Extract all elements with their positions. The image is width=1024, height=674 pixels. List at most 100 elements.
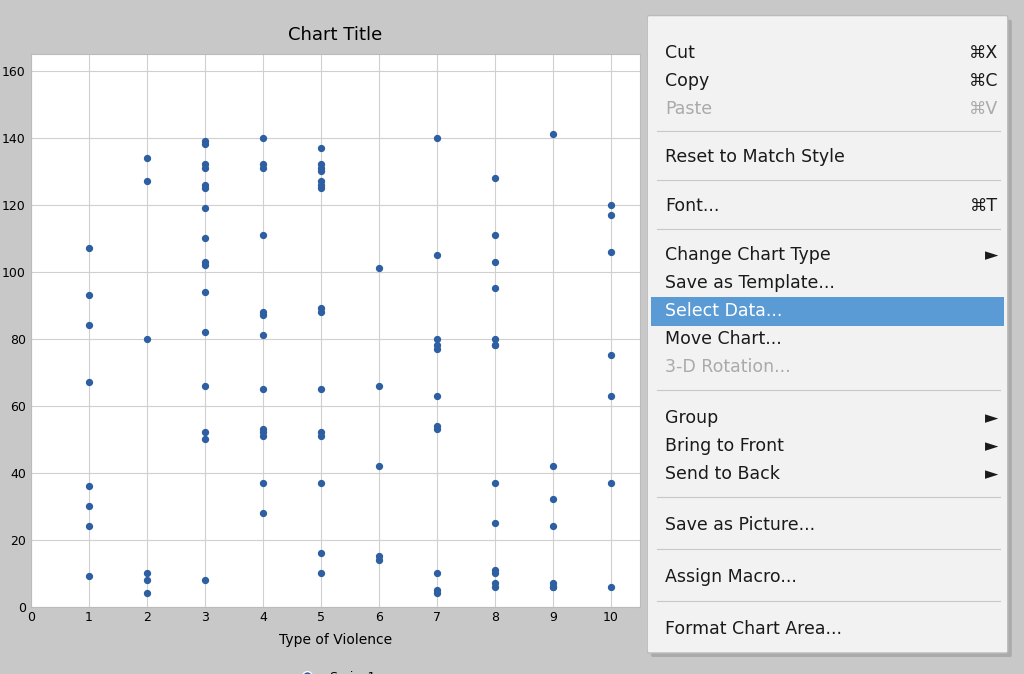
Text: Copy: Copy (665, 72, 710, 90)
Point (81, 521, 97, 532)
Point (603, 210, 620, 220)
Point (486, 477, 503, 488)
Point (255, 229, 271, 240)
Point (138, 568, 155, 578)
Text: Paste: Paste (665, 100, 712, 118)
Point (81, 290, 97, 301)
Point (81, 481, 97, 491)
Point (138, 333, 155, 344)
Text: Group: Group (665, 409, 718, 427)
Text: Bring to Front: Bring to Front (665, 437, 784, 456)
Point (312, 303, 329, 314)
Point (312, 427, 329, 438)
Point (81, 501, 97, 512)
Point (197, 259, 213, 270)
FancyBboxPatch shape (651, 20, 1012, 657)
Point (312, 384, 329, 394)
Point (429, 584, 445, 595)
Point (197, 574, 213, 585)
Point (138, 176, 155, 187)
Point (371, 380, 387, 391)
Point (312, 179, 329, 190)
Point (138, 574, 155, 585)
Point (197, 256, 213, 267)
Point (486, 518, 503, 528)
Point (603, 477, 620, 488)
Point (429, 588, 445, 599)
Text: Change Chart Type: Change Chart Type (665, 247, 830, 264)
Point (255, 384, 271, 394)
Point (312, 431, 329, 441)
Point (545, 129, 561, 140)
Point (486, 173, 503, 183)
Text: ►: ► (984, 466, 998, 483)
Point (429, 132, 445, 143)
Point (603, 581, 620, 592)
Point (603, 200, 620, 210)
Point (255, 330, 271, 340)
Point (371, 554, 387, 565)
Text: Cut: Cut (665, 44, 695, 62)
Text: ⌘V: ⌘V (969, 100, 998, 118)
Text: ⌘T: ⌘T (970, 197, 998, 214)
Point (486, 564, 503, 575)
Point (81, 377, 97, 388)
Text: Format Chart Area...: Format Chart Area... (665, 620, 842, 638)
Point (255, 431, 271, 441)
Text: Reset to Match Style: Reset to Match Style (665, 148, 845, 166)
Point (81, 320, 97, 331)
Point (312, 176, 329, 187)
Point (312, 162, 329, 173)
Point (255, 307, 271, 317)
Point (312, 307, 329, 317)
Point (312, 159, 329, 170)
Text: Select Data...: Select Data... (665, 303, 782, 320)
Point (545, 578, 561, 588)
Text: ⌘X: ⌘X (969, 44, 998, 62)
Point (429, 249, 445, 260)
Point (197, 139, 213, 150)
Point (371, 551, 387, 561)
Point (197, 380, 213, 391)
Point (545, 460, 561, 471)
Point (429, 340, 445, 350)
Legend: Series1: Series1 (290, 666, 381, 674)
Point (255, 477, 271, 488)
Point (138, 152, 155, 163)
Point (486, 340, 503, 350)
Point (486, 333, 503, 344)
Point (255, 310, 271, 321)
Point (545, 581, 561, 592)
Point (255, 159, 271, 170)
Text: ►: ► (984, 247, 998, 264)
Point (197, 286, 213, 297)
Point (603, 350, 620, 361)
Point (486, 581, 503, 592)
Point (197, 203, 213, 214)
Point (138, 588, 155, 599)
Point (197, 183, 213, 193)
X-axis label: Type of Violence: Type of Violence (279, 633, 392, 647)
Point (312, 142, 329, 153)
Text: ►: ► (984, 437, 998, 456)
Bar (651, 297, 1004, 326)
Point (312, 547, 329, 558)
Point (197, 159, 213, 170)
Point (197, 135, 213, 146)
Point (429, 421, 445, 431)
Point (197, 434, 213, 445)
Point (197, 233, 213, 243)
Point (197, 162, 213, 173)
Text: Font...: Font... (665, 197, 720, 214)
Point (371, 460, 387, 471)
Point (486, 283, 503, 294)
Point (429, 568, 445, 578)
Point (429, 424, 445, 435)
Point (486, 256, 503, 267)
Point (81, 571, 97, 582)
Point (81, 243, 97, 253)
Point (429, 343, 445, 354)
Point (255, 132, 271, 143)
FancyBboxPatch shape (647, 16, 1008, 653)
Text: ⌘C: ⌘C (969, 72, 998, 90)
